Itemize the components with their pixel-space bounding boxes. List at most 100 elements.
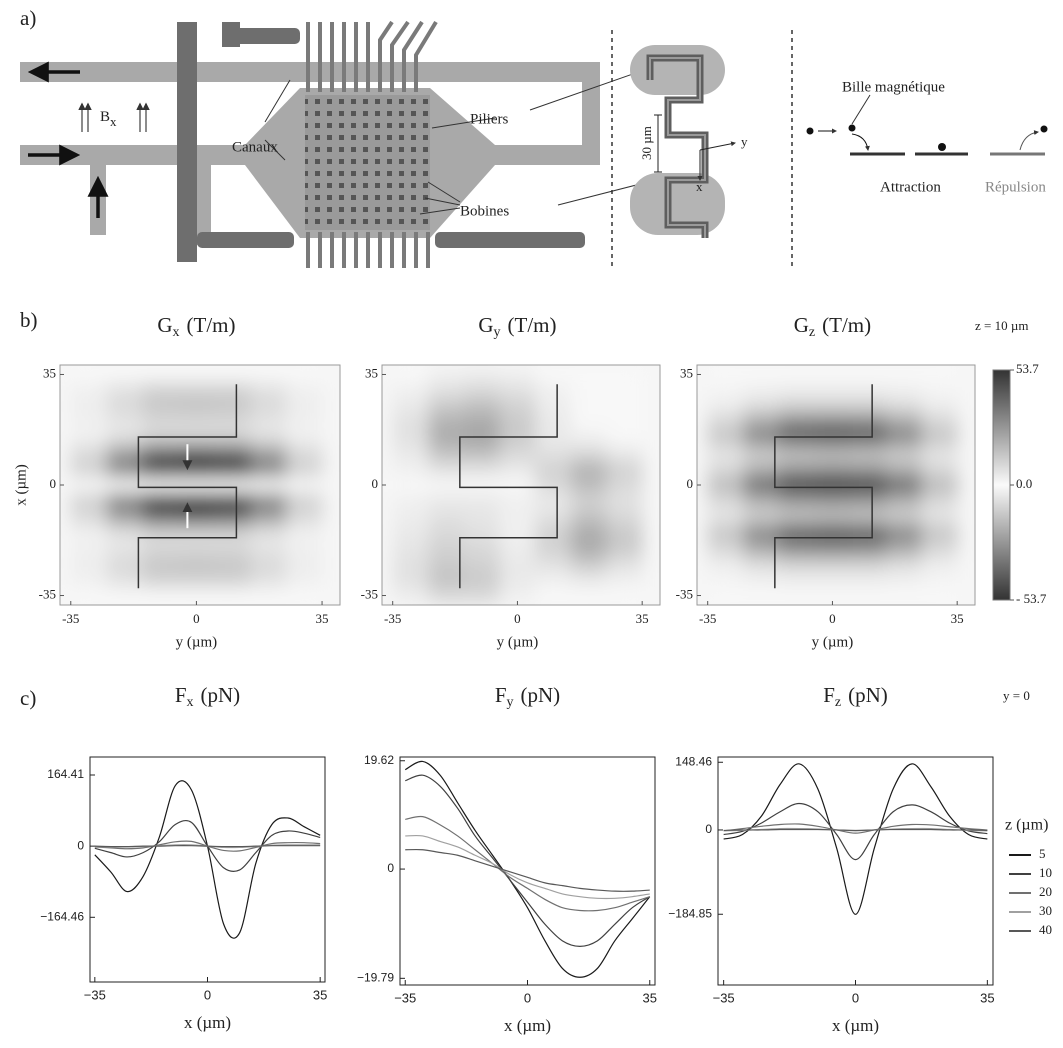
- heat-cell: [606, 508, 643, 525]
- heat-cell: [570, 492, 608, 510]
- heat-cell: [850, 366, 887, 383]
- heat-cell: [814, 382, 851, 399]
- title-unit: (pN): [848, 683, 888, 707]
- heat-cell: [286, 461, 323, 478]
- y-tick-label: −184.85: [668, 906, 712, 920]
- heat-cell: [570, 445, 608, 462]
- heat-cell: [392, 524, 429, 541]
- heat-cell: [850, 477, 887, 494]
- chart-title: Fz (pN): [823, 683, 888, 710]
- series-line: [404, 760, 651, 978]
- heat-cell: [70, 461, 108, 478]
- x-tick-label: 0: [524, 990, 531, 1005]
- heat-cell: [814, 413, 851, 431]
- heat-cell: [214, 398, 251, 415]
- heat-cell: [142, 429, 179, 447]
- heat-cell: [707, 413, 744, 431]
- panel-label: c): [20, 686, 36, 710]
- heat-cell: [250, 429, 287, 447]
- plot-frame: [399, 756, 656, 986]
- heat-cell: [743, 571, 780, 589]
- heat-cell: [286, 587, 323, 604]
- x-tick-label: 0: [193, 611, 200, 626]
- legend-label: 30: [1039, 903, 1052, 918]
- heat-cell: [286, 508, 323, 525]
- heat-cell: [778, 571, 816, 589]
- heat-cell: [570, 366, 608, 383]
- heat-cell: [392, 398, 429, 415]
- heat-cell: [814, 366, 851, 383]
- series-line: [405, 848, 650, 892]
- heat-cell: [499, 382, 536, 399]
- heat-cell: [463, 587, 501, 604]
- heat-cell: [428, 524, 465, 541]
- heat-cell: [885, 382, 923, 399]
- series-line: [405, 815, 650, 912]
- axis-x-label: x: [696, 179, 703, 194]
- x-tick-label: 0: [829, 611, 836, 626]
- panel-label: a): [20, 6, 36, 30]
- legend-label: 20: [1039, 884, 1052, 899]
- heat-cell: [606, 477, 643, 494]
- heat-cell: [286, 382, 323, 399]
- colorbar-tick-label: 0.0: [1016, 476, 1032, 491]
- heat-cell: [214, 413, 251, 431]
- heat-cell: [606, 587, 643, 604]
- x-axis-label: x (µm): [184, 1013, 231, 1032]
- title-unit: (T/m): [187, 313, 236, 337]
- y-tick-label: -35: [361, 587, 378, 602]
- heat-cell: [707, 366, 744, 383]
- heat-cell: [570, 382, 608, 399]
- heat-cell: [106, 461, 144, 478]
- heat-cell: [921, 429, 958, 447]
- heat-cell: [778, 461, 816, 478]
- heat-cell: [106, 571, 144, 589]
- heat-cell: [214, 429, 251, 447]
- heat-cell: [428, 366, 465, 383]
- heat-cell: [106, 477, 144, 494]
- heat-cell: [885, 477, 923, 494]
- heat-cell: [428, 492, 465, 510]
- heat-cell: [286, 445, 323, 462]
- heat-cell: [106, 556, 144, 573]
- heat-cell: [178, 413, 215, 431]
- heat-cell: [885, 571, 923, 589]
- heat-cell: [106, 587, 144, 604]
- title-symbol: G: [794, 313, 809, 337]
- y-tick-label: -35: [39, 587, 56, 602]
- legend-title: z (µm): [1005, 817, 1048, 834]
- heat-cell: [778, 382, 816, 399]
- heat-cell: [178, 461, 215, 478]
- heat-cell: [250, 587, 287, 604]
- heat-cell: [885, 540, 923, 557]
- heat-cell: [463, 540, 501, 557]
- heat-cell: [70, 477, 108, 494]
- label-coils: Bobines: [460, 203, 509, 219]
- heat-cell: [850, 540, 887, 557]
- x-tick-label: -35: [62, 611, 79, 626]
- heat-cell: [921, 461, 958, 478]
- heat-cell: [707, 540, 744, 557]
- heat-cell: [178, 366, 215, 383]
- heat-cell: [70, 492, 108, 510]
- heat-cell: [885, 398, 923, 415]
- chart-title: Fy (pN): [495, 683, 560, 710]
- heat-cell: [606, 524, 643, 541]
- heat-cell: [428, 398, 465, 415]
- label-repulsion: Répulsion: [985, 179, 1046, 195]
- colorbar-tick-label: 53.7: [1016, 361, 1039, 376]
- heat-cell: [178, 445, 215, 462]
- heat-cell: [535, 477, 572, 494]
- heat-cell: [70, 524, 108, 541]
- heat-cell: [570, 429, 608, 447]
- heat-cell: [499, 398, 536, 415]
- heat-cell: [70, 413, 108, 431]
- heat-cell: [70, 445, 108, 462]
- y-tick-label: 0: [705, 822, 712, 836]
- x-tick-label: 0: [204, 987, 211, 1002]
- plot-frame: [89, 756, 326, 983]
- heat-cell: [850, 508, 887, 525]
- x-axis-label: x (µm): [504, 1016, 551, 1035]
- heat-cell: [743, 492, 780, 510]
- annotation: y = 0: [1003, 688, 1030, 703]
